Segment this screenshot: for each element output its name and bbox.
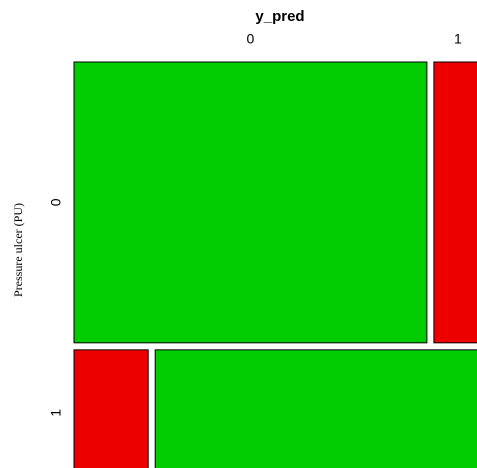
- mosaic-cell: [154, 349, 477, 468]
- row-label: 0: [48, 198, 64, 206]
- column-label: 0: [247, 31, 255, 47]
- column-label: 1: [454, 31, 462, 47]
- mosaic-cell: [433, 61, 477, 344]
- mosaic-cell: [73, 349, 149, 468]
- mosaic-cell: [73, 61, 428, 344]
- y-axis-title: Pressure ulcer (PU): [11, 203, 25, 297]
- row-label: 1: [48, 409, 64, 417]
- x-axis-title: y_pred: [255, 8, 304, 25]
